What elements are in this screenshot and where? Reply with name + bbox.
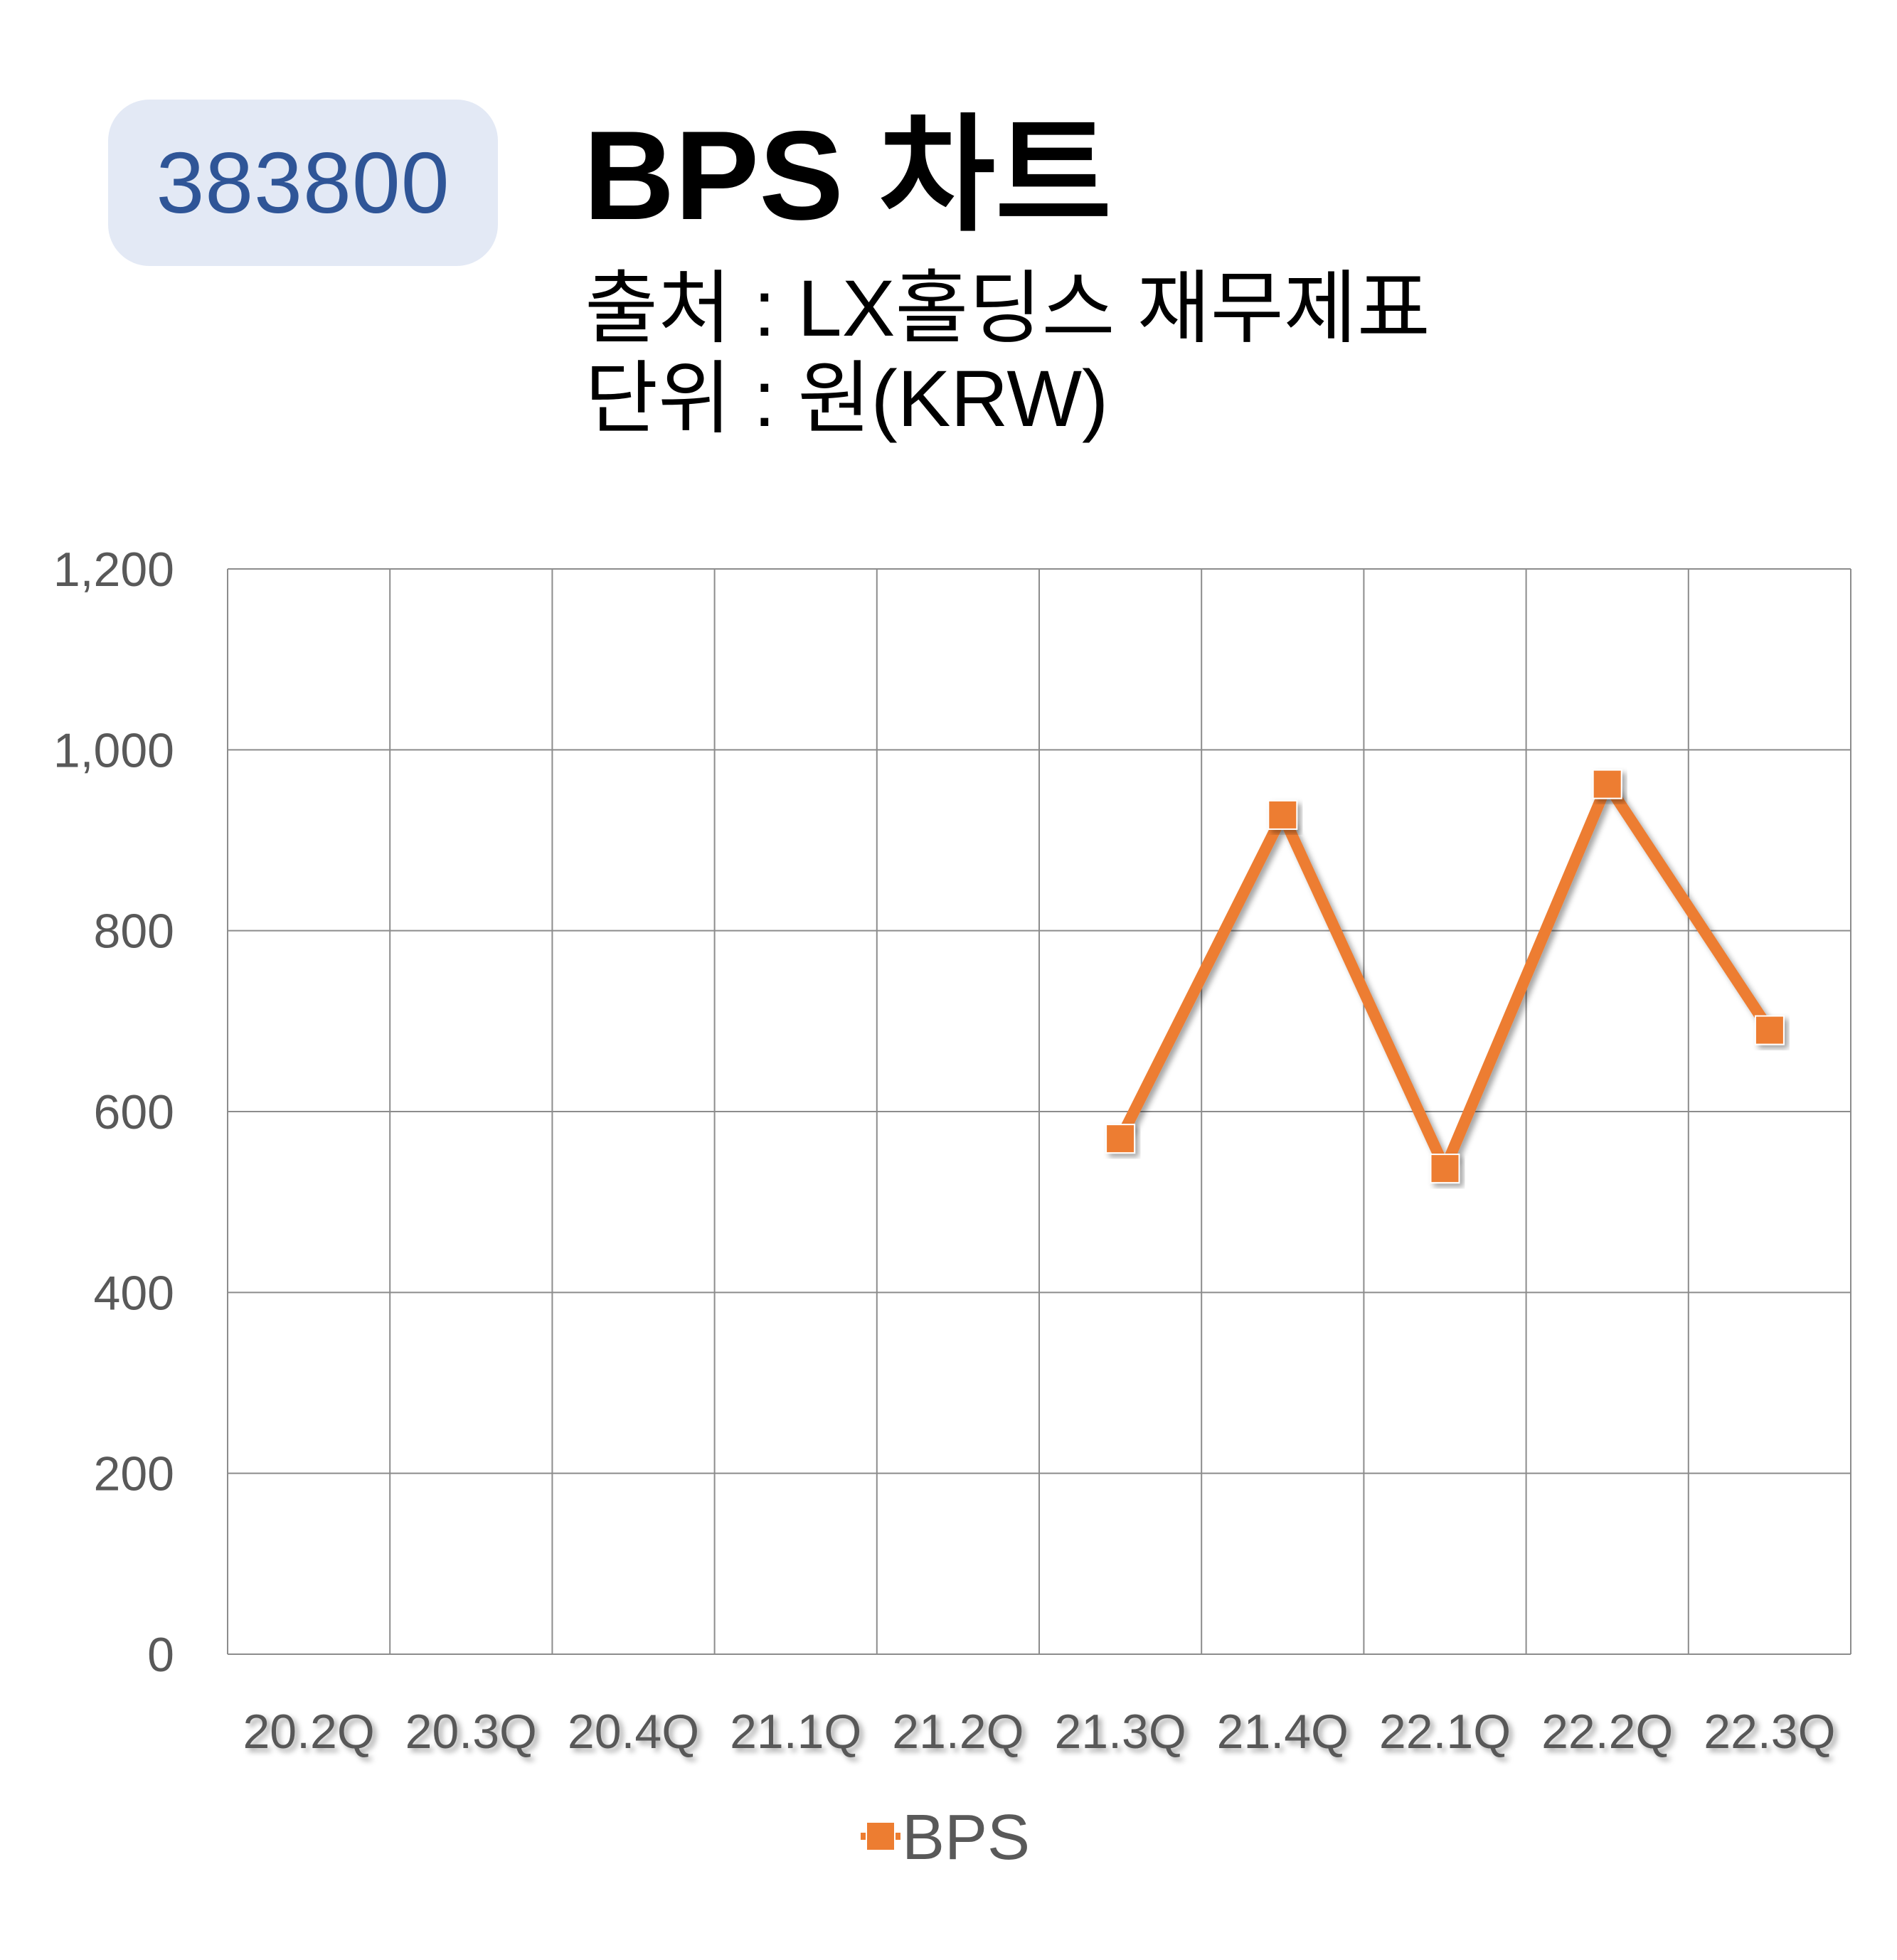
x-tick-label: 21.1Q bbox=[730, 1705, 861, 1759]
data-point bbox=[1430, 1154, 1460, 1184]
stock-code: 383800 bbox=[156, 134, 450, 231]
x-axis-ticks: 20.2Q 20.3Q 20.4Q 21.1Q 21.2Q 21.3Q 21.4Q 22.1Q… bbox=[243, 1705, 1835, 1759]
x-tick-label: 22.2Q bbox=[1541, 1705, 1673, 1759]
y-tick-label: 0 bbox=[147, 1628, 174, 1682]
grid bbox=[227, 568, 1851, 1655]
data-point bbox=[1268, 799, 1298, 830]
data-point bbox=[1592, 769, 1622, 799]
x-tick-label: 22.1Q bbox=[1379, 1705, 1511, 1759]
x-tick-label: 20.2Q bbox=[243, 1705, 374, 1759]
data-point bbox=[1754, 1015, 1785, 1045]
y-tick-label: 600 bbox=[94, 1085, 174, 1139]
y-tick-label: 800 bbox=[94, 905, 174, 959]
y-tick-label: 1,000 bbox=[53, 723, 174, 777]
chart-title: BPS 차트 bbox=[583, 105, 1112, 246]
x-tick-label: 21.4Q bbox=[1217, 1705, 1349, 1759]
legend-label: BPS bbox=[902, 1802, 1030, 1873]
x-tick-label: 22.3Q bbox=[1704, 1705, 1835, 1759]
y-tick-label: 200 bbox=[94, 1447, 174, 1501]
y-axis-ticks: 0 200 400 600 800 1,000 1,200 bbox=[53, 543, 174, 1682]
x-tick-label: 21.3Q bbox=[1054, 1705, 1186, 1759]
series-bps bbox=[1105, 769, 1785, 1184]
chart-unit: 단위 : 원(KRW) bbox=[585, 354, 1109, 443]
stock-code-badge: 383800 bbox=[108, 100, 498, 266]
y-tick-label: 1,200 bbox=[53, 543, 174, 597]
y-tick-label: 400 bbox=[94, 1266, 174, 1320]
chart-source: 출처 : LX홀딩스 재무제표 bbox=[585, 264, 1430, 353]
legend: BPS bbox=[861, 1802, 1030, 1873]
x-tick-label: 20.4Q bbox=[568, 1705, 699, 1759]
x-tick-label: 21.2Q bbox=[892, 1705, 1024, 1759]
x-tick-label: 20.3Q bbox=[405, 1705, 537, 1759]
legend-marker bbox=[866, 1821, 896, 1851]
data-point bbox=[1105, 1124, 1136, 1154]
